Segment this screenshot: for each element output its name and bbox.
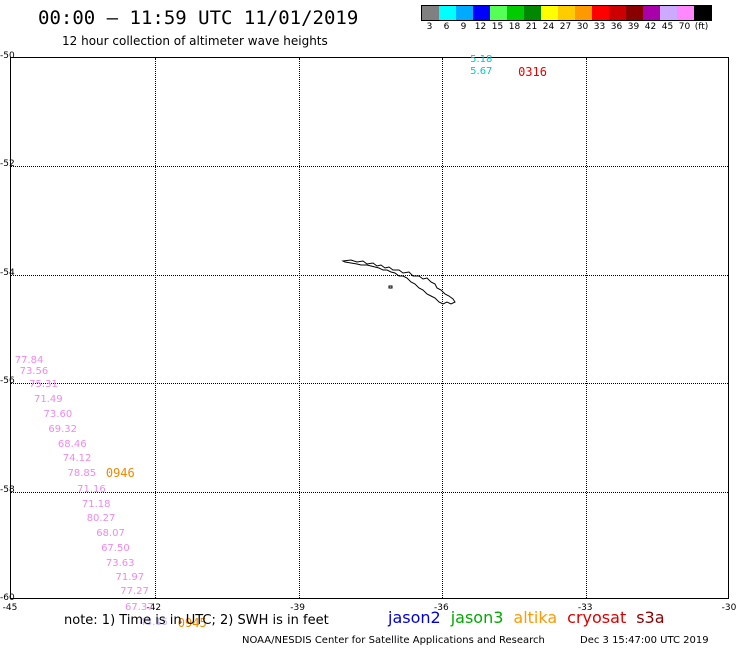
lon-tick-label: -42 [146,603,162,613]
coastline-islet [388,285,393,289]
legend-label: 9 [460,22,467,32]
map-plot-area [10,57,729,599]
legend-swatch [422,6,439,20]
legend-label: 18 [508,22,521,32]
legend-swatch [609,6,626,20]
south-georgia-coastline [341,259,456,305]
pass-time-label: 0946 [105,466,135,481]
map-title: 00:00 – 11:59 UTC 11/01/2019 [38,7,359,29]
satellite-legend: jason2 jason3 altika cryosat s3a [388,608,675,627]
satellite-altika: altika [513,608,558,627]
legend-swatch [507,6,524,20]
lat-tick-label: -50 [0,51,15,61]
legend-label: 70 [678,22,691,32]
wave-height-value: 71.18 [81,498,111,510]
wave-height-value: 5.18 [470,53,493,65]
pass-time-label: 0316 [518,65,547,80]
legend-label: 3 [426,22,433,32]
lon-tick-label: -36 [434,603,449,613]
wave-height-value: 74.12 [62,453,92,465]
wave-height-value: 5.67 [470,66,493,78]
legend-label: 6 [443,22,450,32]
legend-swatch [524,6,541,20]
wave-height-value: 71.16 [77,483,106,495]
legend-label: 36 [610,22,623,32]
legend-swatch [660,6,677,20]
legend-swatch [592,6,609,20]
coastline-path [341,259,456,305]
map-subtitle: 12 hour collection of altimeter wave hei… [62,34,328,48]
wave-height-value: 71.49 [33,393,63,405]
wave-height-value: 77.84 [14,354,44,366]
grid-line-lon [586,58,588,598]
grid-line-lat [11,491,728,493]
legend-swatch [473,6,490,20]
footer-note: note: 1) Time is in UTC; 2) SWH is in fe… [64,613,329,628]
wave-height-value: 68.46 [57,438,87,450]
wave-height-value: 75.31 [29,378,58,390]
pass-time-label: 0945 [177,616,207,631]
legend-swatch [490,6,507,20]
legend-label: 24 [542,22,555,32]
wave-height-value: 68.07 [96,527,125,539]
lat-tick-label: -54 [0,267,15,278]
legend-swatch [694,6,711,20]
legend-label: 27 [559,22,572,32]
wave-height-value: 77.27 [120,586,149,598]
grid-line-lon [298,58,300,598]
legend-swatch [558,6,575,20]
legend-label: 39 [627,22,640,32]
lon-tick-label: -30 [721,603,737,613]
legend-swatch [677,6,694,20]
legend-label: (ft) [694,22,709,32]
color-scale-legend [421,5,712,21]
grid-line-lon [442,58,444,598]
lat-tick-label: -52 [0,159,15,170]
wave-height-value: 43.15 [139,617,169,629]
lon-tick-label: -45 [2,603,18,613]
legend-label: 12 [474,22,487,32]
lon-tick-label: -33 [577,603,593,613]
satellite-jason2: jason2 [388,608,441,627]
legend-label: 15 [491,22,504,32]
wave-height-value: 67.50 [101,543,130,555]
satellite-jason3: jason3 [450,608,504,627]
satellite-cryosat: cryosat [567,608,627,627]
wave-height-value: 78.85 [67,468,97,480]
legend-swatch [575,6,592,20]
lat-tick-label: -56 [0,376,15,387]
legend-label: 21 [525,22,538,32]
credit-timestamp: Dec 3 15:47:00 UTC 2019 [580,635,709,646]
credit-line: NOAA/NESDIS Center for Satellite Applica… [242,635,545,646]
legend-label: 30 [576,22,589,32]
wave-height-value: 69.32 [48,423,77,435]
grid-line-lat [11,166,728,168]
wave-height-value: 71.97 [115,572,145,584]
legend-swatch [626,6,643,20]
grid-line-lat [11,274,728,276]
lat-tick-label: -58 [0,484,15,495]
wave-height-value: 67.37 [125,601,154,613]
legend-swatch [439,6,456,20]
wave-height-value: 73.60 [43,408,73,420]
legend-swatch [456,6,473,20]
legend-swatch [541,6,558,20]
wave-height-value: 73.56 [19,366,49,378]
grid-line-lat [11,383,728,385]
grid-line-lon [154,58,156,598]
satellite-s3a: s3a [636,608,665,627]
lat-tick-label: -60 [0,593,15,603]
legend-label: 45 [661,22,674,32]
legend-label: 42 [644,22,657,32]
wave-height-value: 73.63 [105,558,135,570]
legend-label: 33 [593,22,606,32]
lon-tick-label: -39 [290,603,305,613]
wave-height-value: 80.27 [86,512,116,524]
legend-swatch [643,6,660,20]
